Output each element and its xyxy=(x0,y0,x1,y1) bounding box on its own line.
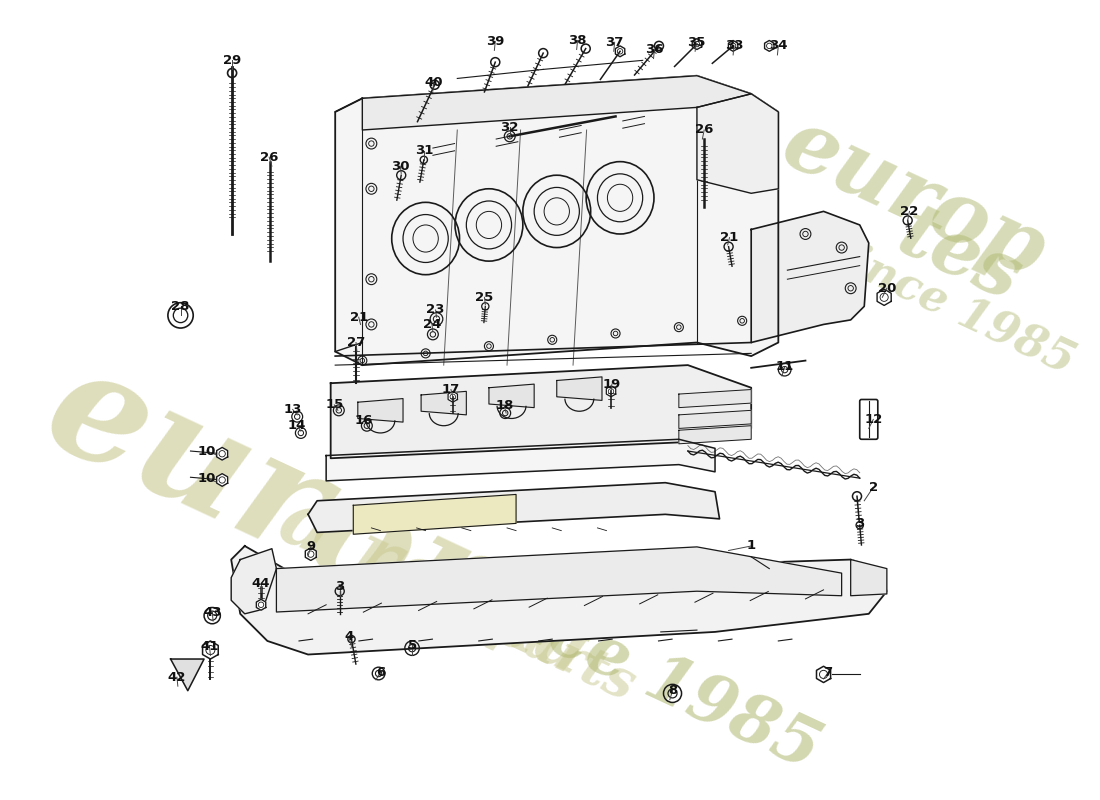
Text: 40: 40 xyxy=(425,75,443,89)
Text: 24: 24 xyxy=(422,318,441,331)
Text: 9: 9 xyxy=(306,540,316,554)
Text: 38: 38 xyxy=(569,34,586,47)
Text: 43: 43 xyxy=(204,606,221,618)
Text: 28: 28 xyxy=(172,300,189,313)
Text: 30: 30 xyxy=(392,160,409,173)
Text: 39: 39 xyxy=(486,35,505,48)
Polygon shape xyxy=(448,391,458,402)
Polygon shape xyxy=(679,426,751,444)
Text: 34: 34 xyxy=(769,39,788,52)
Text: 44: 44 xyxy=(252,577,271,590)
Polygon shape xyxy=(606,386,616,397)
Text: 23: 23 xyxy=(427,303,444,317)
Polygon shape xyxy=(331,365,751,458)
Text: 13: 13 xyxy=(284,403,301,416)
Text: 20: 20 xyxy=(878,282,896,294)
Text: 1: 1 xyxy=(747,539,756,553)
Text: 3: 3 xyxy=(855,517,865,530)
Text: europ: europ xyxy=(24,333,538,678)
Polygon shape xyxy=(615,46,625,57)
Text: 10: 10 xyxy=(198,445,216,458)
Polygon shape xyxy=(816,666,831,682)
Polygon shape xyxy=(692,38,702,50)
Polygon shape xyxy=(697,94,779,194)
Text: 27: 27 xyxy=(346,336,365,349)
Polygon shape xyxy=(170,659,205,690)
Text: 7: 7 xyxy=(824,666,833,679)
Text: 41: 41 xyxy=(200,640,219,653)
Polygon shape xyxy=(764,41,774,51)
Text: 29: 29 xyxy=(223,54,241,67)
Polygon shape xyxy=(202,641,218,659)
Text: 17: 17 xyxy=(442,383,460,396)
Text: 26: 26 xyxy=(260,150,278,164)
Text: 11: 11 xyxy=(776,361,794,374)
Text: 15: 15 xyxy=(326,398,343,411)
Text: since 1985: since 1985 xyxy=(438,554,830,782)
Text: 21: 21 xyxy=(720,231,738,244)
Text: 36: 36 xyxy=(646,43,663,56)
Polygon shape xyxy=(353,494,516,534)
Text: 32: 32 xyxy=(500,121,519,134)
Polygon shape xyxy=(488,384,535,408)
Polygon shape xyxy=(850,559,887,596)
Text: 6: 6 xyxy=(376,666,385,679)
Text: 31: 31 xyxy=(415,144,433,158)
Polygon shape xyxy=(276,547,842,612)
Text: 42: 42 xyxy=(167,670,186,684)
Text: 21: 21 xyxy=(350,310,367,324)
Polygon shape xyxy=(231,546,887,654)
Text: 16: 16 xyxy=(355,414,373,426)
Text: 5: 5 xyxy=(407,639,417,652)
Text: 18: 18 xyxy=(495,399,514,412)
FancyBboxPatch shape xyxy=(860,399,878,439)
Text: 25: 25 xyxy=(475,290,494,304)
Polygon shape xyxy=(327,439,715,481)
Text: tes: tes xyxy=(887,196,1032,317)
Polygon shape xyxy=(557,377,602,400)
Text: 2: 2 xyxy=(869,481,878,494)
Text: 10: 10 xyxy=(198,472,216,485)
Text: 3: 3 xyxy=(336,580,344,593)
Polygon shape xyxy=(421,391,466,415)
Polygon shape xyxy=(306,548,317,561)
Polygon shape xyxy=(231,549,276,614)
Text: 14: 14 xyxy=(288,419,307,432)
Text: 12: 12 xyxy=(865,413,882,426)
Text: for parts: for parts xyxy=(389,554,644,710)
Text: 33: 33 xyxy=(725,39,744,52)
Polygon shape xyxy=(256,599,266,610)
Polygon shape xyxy=(679,410,751,429)
Polygon shape xyxy=(728,41,738,51)
Polygon shape xyxy=(362,76,751,130)
Polygon shape xyxy=(751,211,869,342)
Text: 35: 35 xyxy=(686,36,705,49)
Text: 26: 26 xyxy=(695,123,714,137)
Text: 19: 19 xyxy=(603,378,622,390)
Text: 22: 22 xyxy=(900,205,918,218)
Text: a rocka: a rocka xyxy=(267,481,602,692)
Text: since 1985: since 1985 xyxy=(820,230,1081,382)
Polygon shape xyxy=(217,447,228,460)
Text: 4: 4 xyxy=(344,630,353,643)
Text: europ: europ xyxy=(769,101,1058,295)
Polygon shape xyxy=(308,482,719,533)
Polygon shape xyxy=(217,474,228,486)
Polygon shape xyxy=(877,289,891,306)
Polygon shape xyxy=(358,398,403,422)
Polygon shape xyxy=(679,390,751,408)
Text: 37: 37 xyxy=(605,36,624,49)
Text: 8: 8 xyxy=(668,684,678,697)
Polygon shape xyxy=(336,76,779,365)
